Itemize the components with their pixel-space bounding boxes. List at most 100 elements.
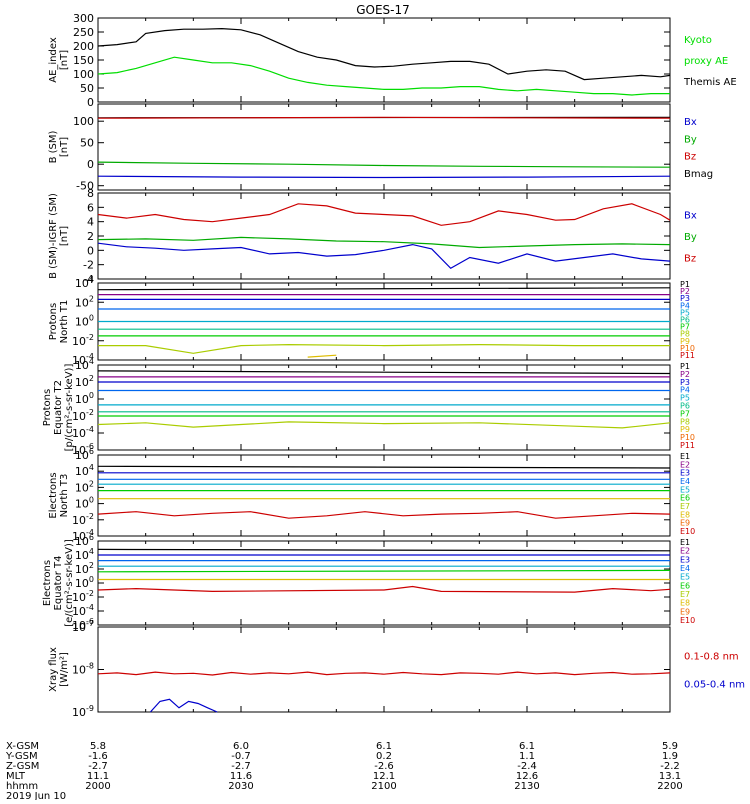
y-tick-label: 10-4 [72,603,94,618]
series-line-e8 [97,511,671,519]
y-tick-label: 10-9 [72,704,94,719]
legend-entry: E8 [680,599,690,608]
footer-value: 2000 [85,781,110,792]
legend-entry: E1 [680,452,690,461]
series-line-bx [97,242,671,270]
y-axis-label: Protons [42,389,53,426]
y-tick-label: 200 [73,40,94,53]
y-tick-label: 10-2 [72,589,94,604]
legend-entry: P3 [680,378,690,387]
panel-3: 86 420 -2-4 B (SM)-IGRF (SM) [nT] Bx By Bz [48,187,697,286]
y-tick-label: 102 [75,561,94,576]
footer-row-label: hhmm [6,781,38,792]
legend-entry: Themis AE [683,77,737,88]
footer-value: -2.7 [88,761,108,772]
y-axis-label: AE_index [48,37,59,83]
footer-row-label: MLT [6,771,26,782]
legend-entry: Bx [684,211,697,222]
legend-entry: E9 [680,519,690,528]
legend-entry: Kyoto [684,35,712,46]
footer-value: 6.1 [519,741,535,752]
y-axis-label: [nT] [59,137,70,157]
legend-entry: E3 [680,555,690,564]
y-axis-label: [p/(cm²-s-sr-keV)] [64,364,75,452]
series-line-p1 [97,370,671,375]
legend-entry: P1 [680,280,690,289]
legend-entry: E4 [680,564,690,573]
footer-value: 12.1 [373,771,395,782]
y-tick-label: 10-4 [72,352,94,367]
legend-entry: E2 [680,460,690,469]
legend-entry: E9 [680,607,690,616]
footer-date: 2019 Jun 10 [6,791,66,800]
y-tick-label: 250 [73,26,94,39]
legend-entry: E4 [680,477,690,486]
footer-value: 2100 [371,781,396,792]
y-tick-label: -4 [83,273,94,286]
legend-entry: P9 [680,337,690,346]
legend-entry: E1 [680,538,690,547]
footer-value: 2030 [228,781,253,792]
y-tick-label: -50 [76,180,94,193]
legend-entry: P1 [680,362,690,371]
legend-entry: Bz [684,254,696,265]
y-tick-label: 10-6 [72,442,94,457]
legend-entry: E6 [680,581,690,590]
legend-entry: P4 [680,301,690,310]
legend-entry: P5 [680,308,690,317]
series-line-p1 [97,287,671,291]
footer-value: 5.8 [90,741,106,752]
footer-value: 6.1 [376,741,392,752]
y-tick-label: 104 [75,357,94,372]
series-line-p9 [307,354,337,358]
y-tick-label: 102 [75,294,94,309]
legend-entry: E5 [680,573,690,582]
y-axis-label: Electrons [42,560,53,606]
legend-entry: P2 [680,287,690,296]
legend-entry: E10 [680,616,695,625]
y-axis-label: Protons [48,303,59,340]
y-tick-label: 0 [87,244,94,257]
y-tick-label: 100 [75,496,94,511]
y-tick-label: 104 [75,547,94,562]
panel-4: 104 102 100 10-2 10-4 Protons North T1 P1P2P3P4… [48,275,695,367]
panel-2: 100 50 0 -50 B (SM) [nT] Bx By Bz Bmag [48,103,713,193]
y-tick-label: -2 [83,259,94,272]
legend-entry: Bz [684,152,696,163]
legend-entry: 0.05-0.4 nm [684,680,745,691]
legend-entry: E5 [680,485,690,494]
legend-entry: P10 [680,344,695,353]
series-line-bz [97,203,671,226]
y-tick-label: 10-2 [72,333,94,348]
series-line-p8 [98,343,670,354]
legend-entry: P4 [680,386,690,395]
y-tick-label: 8 [87,187,94,200]
y-tick-label: 100 [73,68,94,81]
footer-value: -2.2 [660,761,680,772]
legend-entry: P11 [680,351,695,360]
y-tick-label: 100 [73,115,94,128]
y-axis-label: [e/(cm²-s-sr-keV)] [64,539,75,627]
y-axis-label: Electrons [48,472,59,518]
y-tick-label: 106 [75,447,94,462]
y-axis-label: B (SM)-IGRF (SM) [48,193,59,279]
y-tick-label: 102 [75,374,94,389]
series-line-kyoto-proxy-ae [97,56,670,96]
footer-value: -2.6 [374,761,394,772]
footer-row-label: X-GSM [6,741,39,752]
legend-entry: proxy AE [684,56,728,67]
legend-entry: P6 [680,316,690,325]
series-line-bx [97,175,671,179]
y-axis-label: B (SM) [48,130,59,163]
y-axis-label: [nT] [59,50,70,70]
y-tick-label: 100 [75,314,94,329]
series-line-0-05-0-4-nm [149,698,218,713]
y-tick-label: 10-8 [72,662,94,677]
footer-value: 2200 [657,781,682,792]
series-line-e5 [97,569,671,573]
y-axis-label: North T1 [59,300,70,344]
y-tick-label: 0 [87,96,94,109]
legend-entry: P7 [680,323,690,332]
footer-value: 2130 [514,781,539,792]
